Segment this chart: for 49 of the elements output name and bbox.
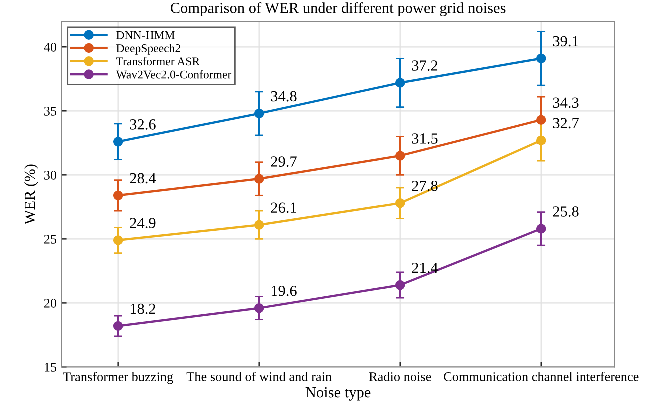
point — [254, 220, 264, 230]
point — [254, 303, 264, 314]
point — [536, 115, 546, 125]
y-tick-label: 40 — [44, 42, 57, 52]
point — [395, 151, 406, 161]
point — [113, 236, 124, 246]
data-label: 32.7 — [553, 118, 579, 129]
x-tick-label: Transformer buzzing — [63, 372, 174, 384]
data-label: 25.8 — [553, 206, 579, 217]
data-label: 39.1 — [553, 36, 578, 47]
point — [113, 190, 124, 201]
x-axis-title: Noise type — [306, 387, 371, 401]
point — [536, 54, 546, 64]
x-tick-label: The sound of wind and rain — [186, 372, 332, 382]
x-tick-label: Communication channel interference — [444, 372, 639, 382]
data-label: 34.3 — [553, 98, 579, 108]
y-tick-label: 30 — [44, 170, 57, 180]
data-label: 18.2 — [130, 304, 156, 314]
x-tick-label: Radio noise — [369, 372, 432, 382]
legend-label: DNN-HMM — [116, 32, 175, 40]
data-label: 29.7 — [271, 156, 297, 168]
data-label: 31.5 — [412, 134, 438, 144]
point — [536, 224, 546, 234]
y-tick-label: 35 — [44, 106, 57, 116]
data-label: 28.4 — [130, 173, 156, 184]
chart-title: Comparison of WER under different power grid noises — [170, 2, 506, 16]
point — [254, 174, 264, 184]
legend-label: Transformer ASR — [116, 57, 200, 66]
data-label: 21.4 — [412, 262, 438, 274]
y-tick-label: 25 — [44, 235, 57, 244]
point — [536, 136, 546, 146]
data-label: 34.8 — [271, 91, 297, 102]
point — [395, 78, 406, 88]
data-label: 19.6 — [272, 286, 297, 296]
data-label: 32.6 — [130, 120, 156, 130]
point — [254, 108, 264, 119]
data-label: 27.8 — [412, 180, 438, 192]
point — [113, 137, 124, 147]
y-axis-title: WER (%) — [24, 164, 38, 225]
point — [113, 321, 124, 332]
legend-label: Wav2Vec2.0-Conformer — [116, 70, 232, 79]
point — [395, 280, 406, 290]
y-tick-label: 15 — [45, 363, 57, 372]
y-tick-label: 20 — [44, 299, 57, 308]
data-label: 26.1 — [271, 202, 296, 214]
point — [395, 198, 406, 208]
data-label: 37.2 — [412, 60, 438, 71]
legend-label: DeepSpeech2 — [116, 44, 180, 55]
data-label: 24.9 — [130, 218, 156, 228]
